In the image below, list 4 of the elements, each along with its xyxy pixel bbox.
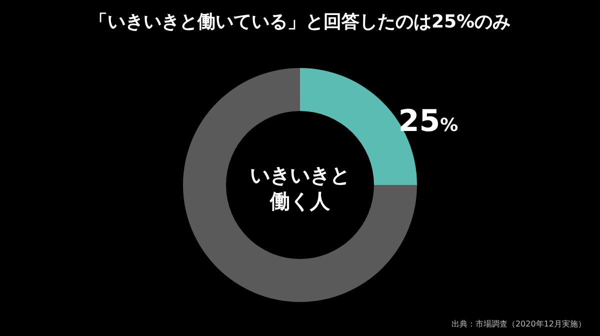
- text: いきいきと働く人: [250, 163, 350, 213]
- source-note: 出典：市場調査（2020年12月実施）: [451, 320, 586, 328]
- chart-title: 「いきいきと働いている」と回答したのは25%のみ: [89, 12, 511, 32]
- data-label: 25%: [398, 104, 458, 140]
